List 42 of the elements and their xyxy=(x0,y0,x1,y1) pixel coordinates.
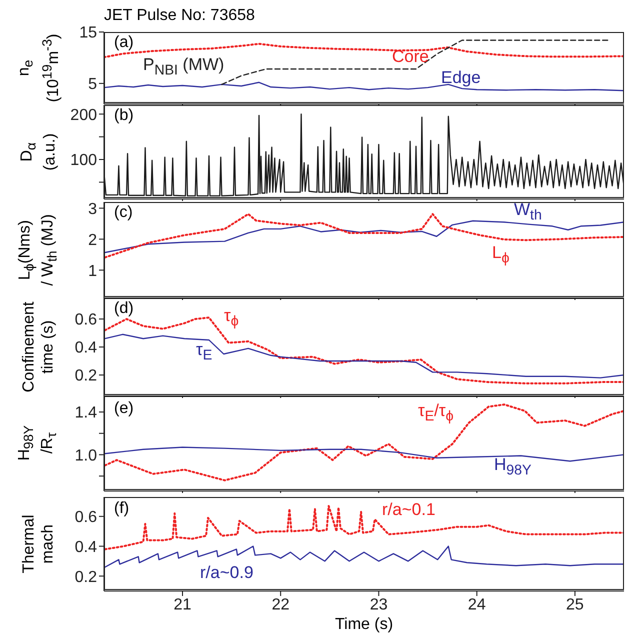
y-tick-label: 5 xyxy=(88,76,98,94)
series-label: Edge xyxy=(441,68,481,88)
annotation: (e) xyxy=(114,400,134,418)
y-tick-label: 0.4 xyxy=(74,340,98,357)
annotation: (c) xyxy=(114,204,133,222)
annotation: (d) xyxy=(114,300,134,318)
series-label: W$_{th}$ xyxy=(514,200,542,224)
y-tick-label: 15 xyxy=(79,24,98,42)
series-label: H$_{98Y}$ xyxy=(494,455,532,478)
y-axis-title: Thermal mach xyxy=(19,514,57,573)
y-axis-title: Confinement time (s) xyxy=(19,301,57,392)
series-label: r/a~0.9 xyxy=(200,563,254,583)
x-tick-label: 25 xyxy=(566,596,584,614)
x-tick-label: 22 xyxy=(272,596,290,614)
annotation: (b) xyxy=(114,107,134,125)
y-tick-label: 3 xyxy=(88,200,98,218)
y-tick-label: 0.6 xyxy=(74,509,98,526)
y-tick-label: 1.4 xyxy=(74,404,98,422)
series-label: τ$_{E}$ xyxy=(196,340,212,364)
series-label: Core xyxy=(392,47,429,67)
y-tick-label: 0.6 xyxy=(74,312,98,329)
annotation: (f) xyxy=(114,500,130,518)
chart-title: JET Pulse No: 73658 xyxy=(104,7,255,25)
y-tick-label: 0.4 xyxy=(74,538,98,556)
y-tick-label: 100 xyxy=(70,152,98,170)
series-label: r/a~0.1 xyxy=(382,500,436,520)
x-tick-label: 24 xyxy=(468,596,486,614)
x-tick-label: 21 xyxy=(174,596,192,614)
y-tick-label: 0.2 xyxy=(74,568,98,586)
annotation: (a) xyxy=(114,34,134,52)
y-tick-label: 1.0 xyxy=(74,447,98,464)
x-tick-label: 23 xyxy=(370,596,388,614)
y-tick-label: 200 xyxy=(70,106,98,124)
series-label: τ$_{E}$/τ$_{ϕ}$ xyxy=(418,401,454,424)
y-tick-label: 1 xyxy=(88,262,98,280)
series-label: τ$_{ϕ}$ xyxy=(224,306,239,330)
line-series xyxy=(104,334,624,378)
y-tick-label: 2 xyxy=(88,232,98,249)
y-tick-label: 0.2 xyxy=(74,368,98,385)
series-label: L$_{ϕ}$ xyxy=(492,243,510,266)
series-label: P$_{NBI}$ (MW) xyxy=(143,55,224,78)
x-axis-title: Time (s) xyxy=(334,616,394,634)
